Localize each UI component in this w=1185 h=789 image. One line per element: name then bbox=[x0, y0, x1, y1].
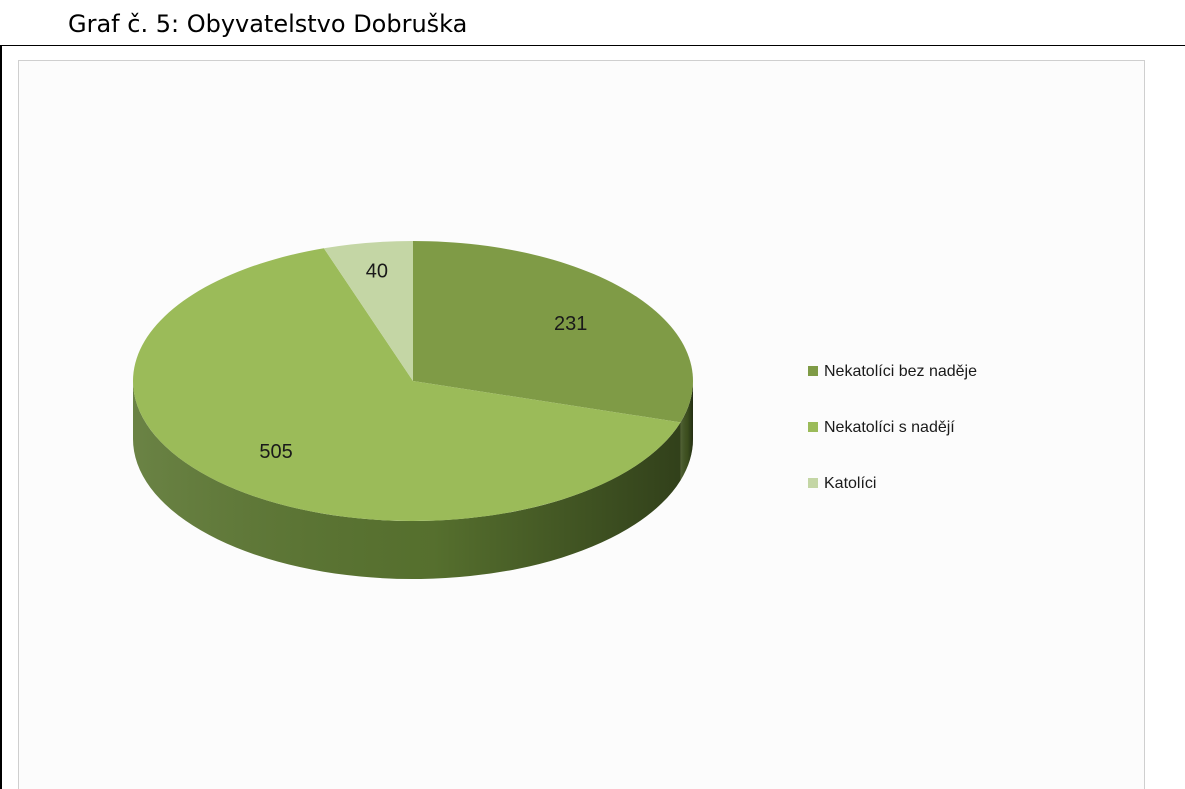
caption-cell: Graf č. 5: Obyvatelstvo Dobruška bbox=[0, 0, 1185, 46]
legend-swatch-nekatolici-bez-nadeje bbox=[808, 366, 818, 376]
pie-side-shade-nekatolici-s-nadeji bbox=[132, 381, 681, 580]
pie-slice-nekatolici-bez-nadeje bbox=[413, 241, 693, 423]
pie-tops bbox=[133, 241, 693, 521]
pie-slice-nekatolici-s-nadeji bbox=[133, 248, 681, 521]
legend-swatch-nekatolici-s-nadeji bbox=[808, 422, 818, 432]
legend-label-nekatolici-s-nadeji: Nekatolíci s nadějí bbox=[824, 419, 955, 436]
legend: Nekatolíci bez naděje Nekatolíci s nadějí… bbox=[808, 363, 977, 492]
data-label-katolici: 40 bbox=[366, 260, 388, 282]
pie-slice-katolici bbox=[323, 241, 413, 381]
table-left-border bbox=[0, 46, 2, 789]
data-label-nekatolici-bez-nadeje: 231 bbox=[554, 313, 587, 335]
legend-label-katolici: Katolíci bbox=[824, 475, 876, 492]
pie-sides bbox=[132, 381, 694, 580]
legend-swatch-katolici bbox=[808, 478, 818, 488]
pie-labels: 231 505 40 bbox=[259, 260, 587, 463]
pie-side-shade-nekatolici-bez-nadeje bbox=[680, 381, 694, 481]
legend-label-nekatolici-bez-nadeje: Nekatolíci bez naděje bbox=[824, 363, 977, 380]
chart-caption: Graf č. 5: Obyvatelstvo Dobruška bbox=[68, 10, 468, 38]
data-label-nekatolici-s-nadeji: 505 bbox=[259, 441, 292, 463]
